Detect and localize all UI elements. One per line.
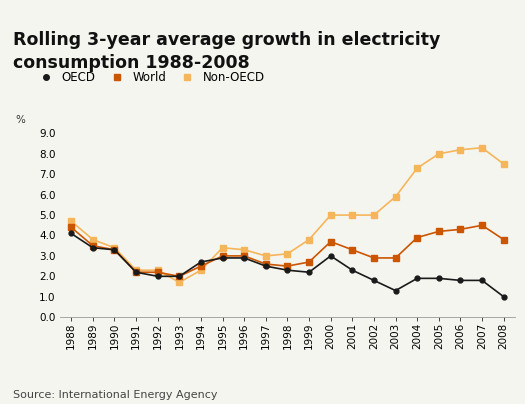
Text: Rolling 3-year average growth in electricity
consumption 1988-2008: Rolling 3-year average growth in electri… — [13, 31, 440, 72]
Legend: OECD, World, Non-OECD: OECD, World, Non-OECD — [35, 71, 265, 84]
Text: Source: International Energy Agency: Source: International Energy Agency — [13, 390, 218, 400]
Text: %: % — [16, 115, 26, 125]
